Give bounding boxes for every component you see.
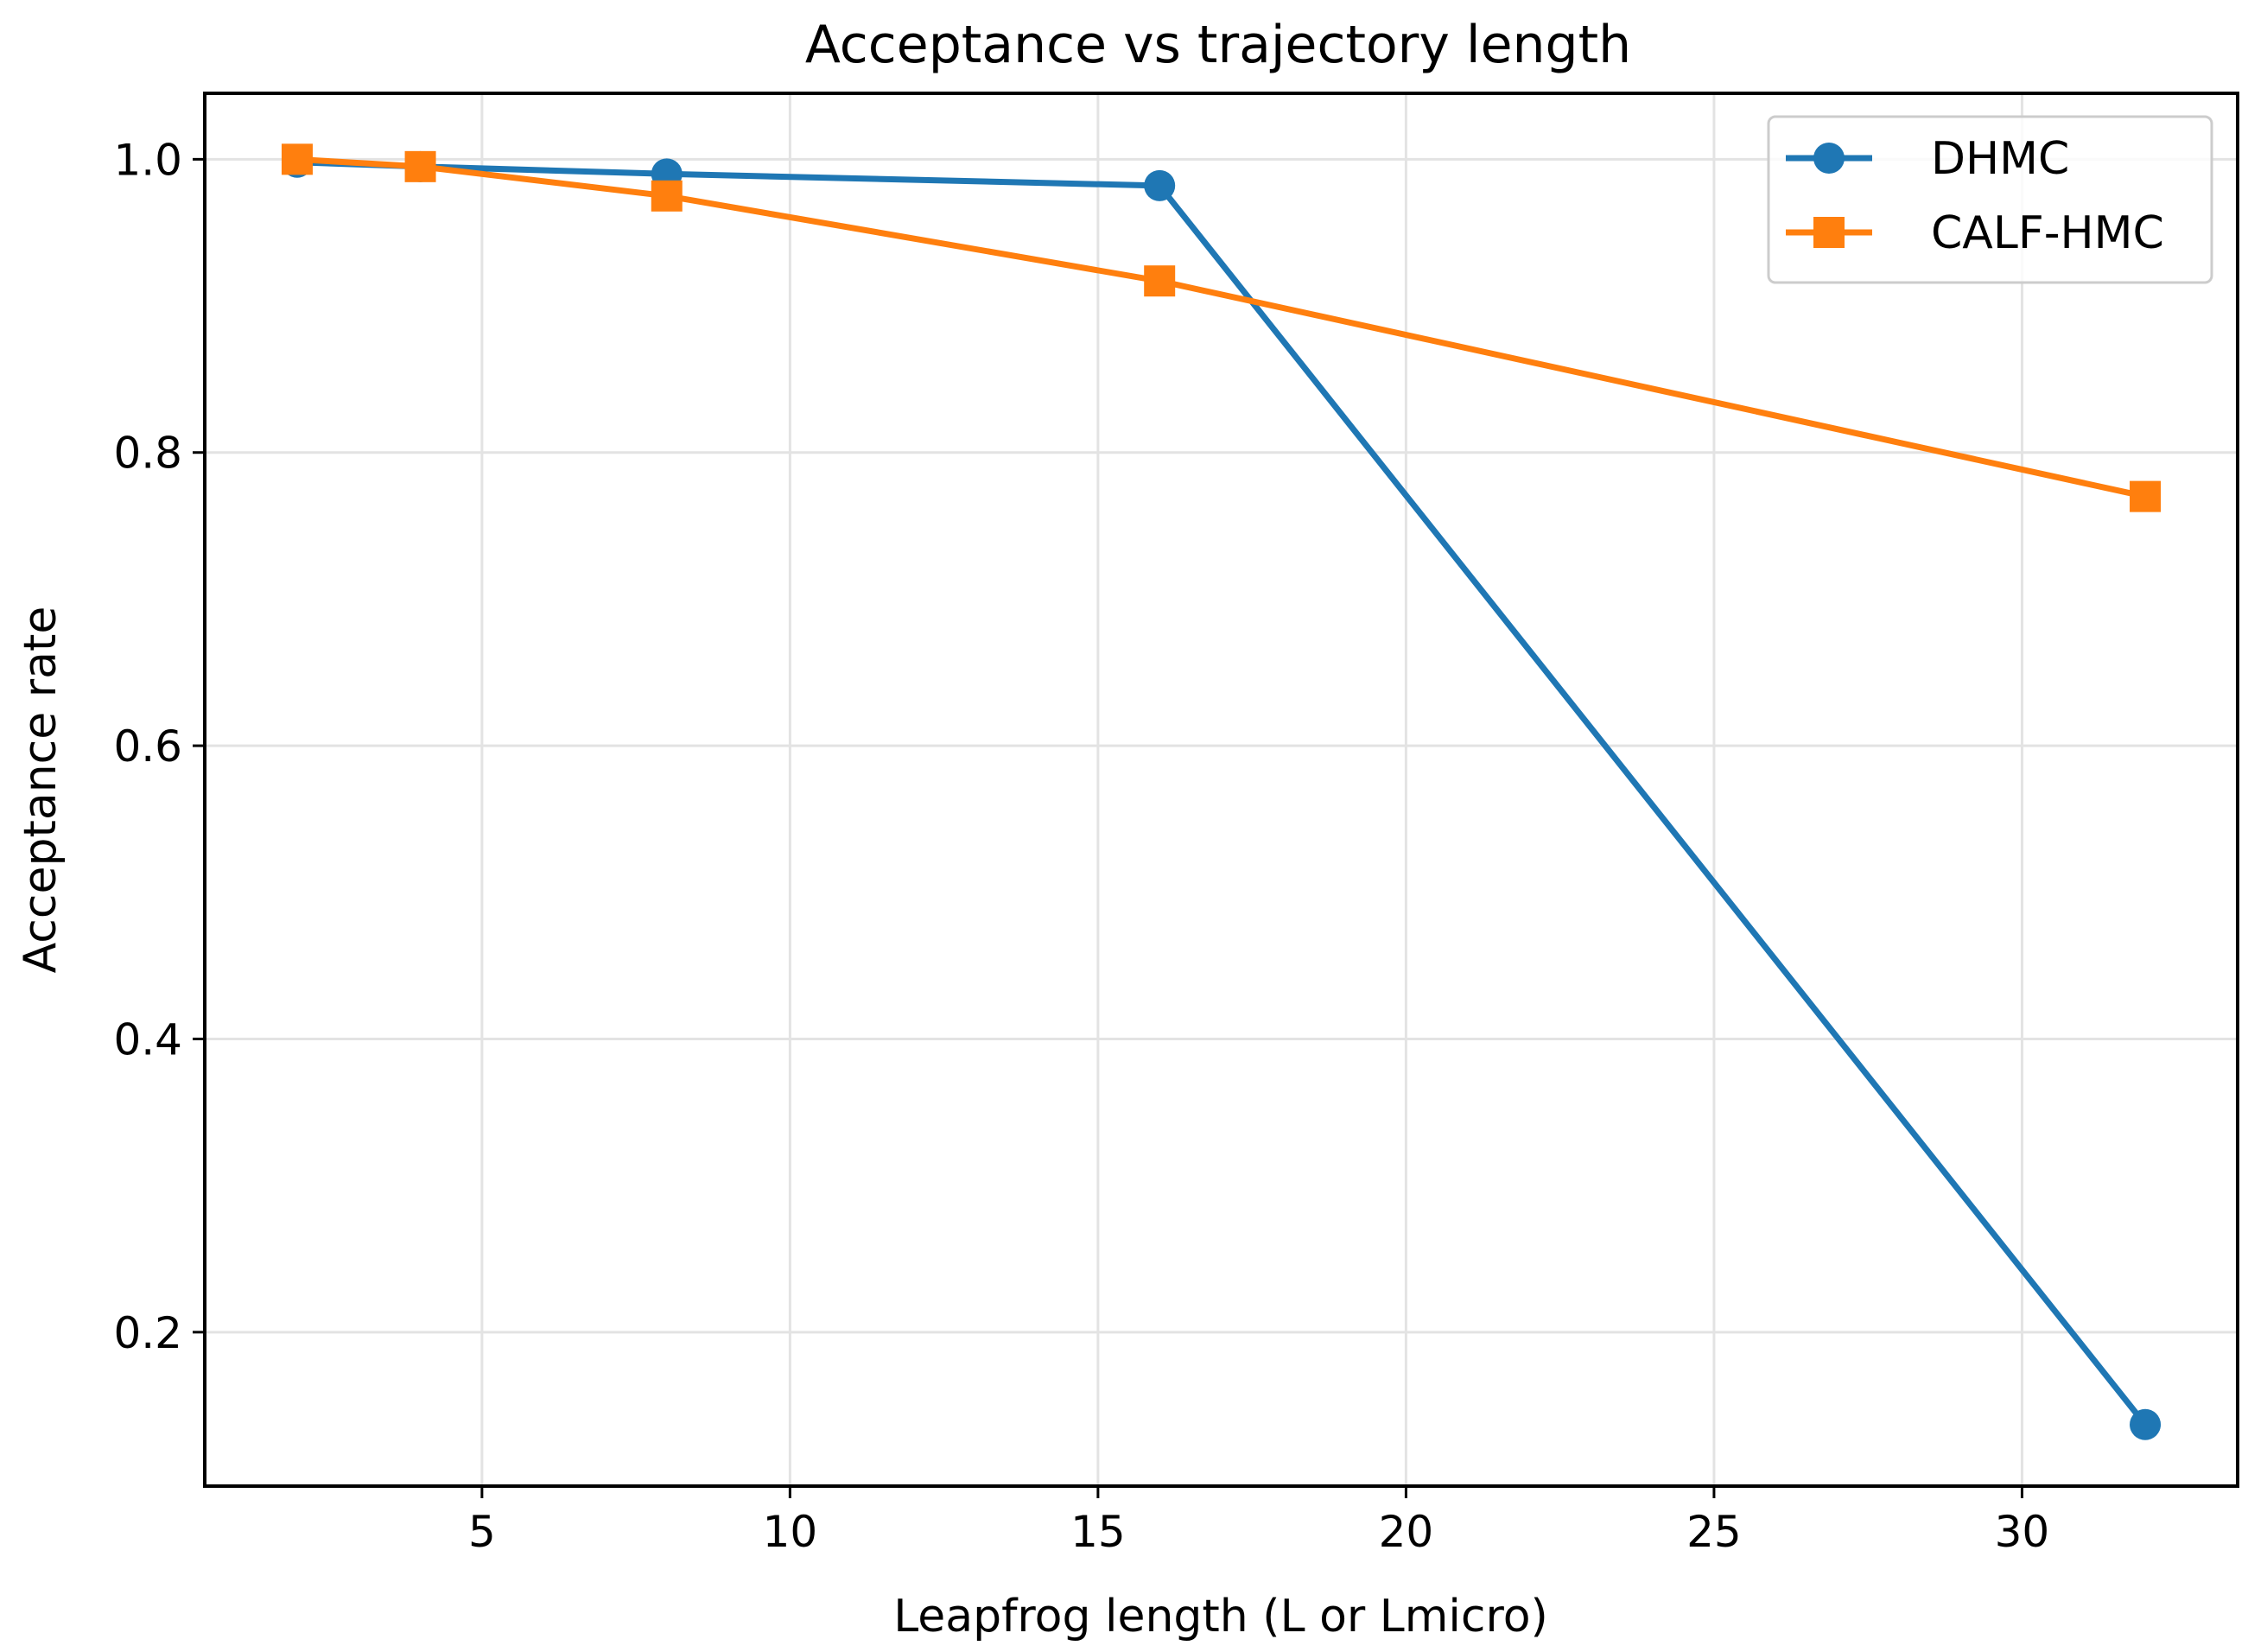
y-axis: 0.2 0.4 0.6 0.8 1.0: [113, 135, 205, 1358]
calf-hmc-point: [1144, 265, 1176, 297]
legend-calf-hmc-marker: [1813, 217, 1845, 248]
dhmc-point: [1144, 169, 1176, 201]
y-tick-label: 0.4: [113, 1014, 182, 1064]
y-tick-label: 0.6: [113, 721, 182, 772]
calf-hmc-point: [404, 150, 436, 182]
x-tick-label: 15: [1070, 1507, 1126, 1557]
x-tick-label: 20: [1379, 1507, 1434, 1557]
x-axis-label: Leapfrog length (L or Lmicro): [893, 1591, 1548, 1642]
x-tick-label: 5: [468, 1507, 496, 1557]
x-tick-label: 10: [763, 1507, 818, 1557]
legend-calf-hmc-label: CALF-HMC: [1931, 207, 2164, 259]
legend-box: [1767, 115, 2213, 284]
plot-frame: [203, 92, 2239, 1488]
series-calf-hmc: [281, 143, 2162, 512]
y-tick-label: 0.8: [113, 429, 182, 479]
y-tick-label: 0.2: [113, 1308, 182, 1358]
y-tick-label: 1.0: [113, 135, 182, 185]
calf-hmc-point: [2130, 480, 2162, 512]
legend-dhmc-label: DHMC: [1931, 133, 2069, 185]
series-layer: [281, 143, 2162, 1440]
x-axis: 5 10 15 20 25 30: [468, 1486, 2049, 1557]
calf-hmc-point: [651, 180, 683, 212]
chart-title: Acceptance vs trajectory length: [805, 15, 1631, 75]
y-axis-label: Acceptance rate: [15, 607, 67, 974]
x-tick-label: 30: [1995, 1507, 2050, 1557]
calf-hmc-point: [281, 143, 313, 175]
dhmc-point: [2130, 1408, 2162, 1440]
legend: DHMC CALF-HMC: [1767, 115, 2213, 284]
legend-dhmc-marker: [1813, 143, 1845, 174]
x-tick-label: 25: [1686, 1507, 1742, 1557]
